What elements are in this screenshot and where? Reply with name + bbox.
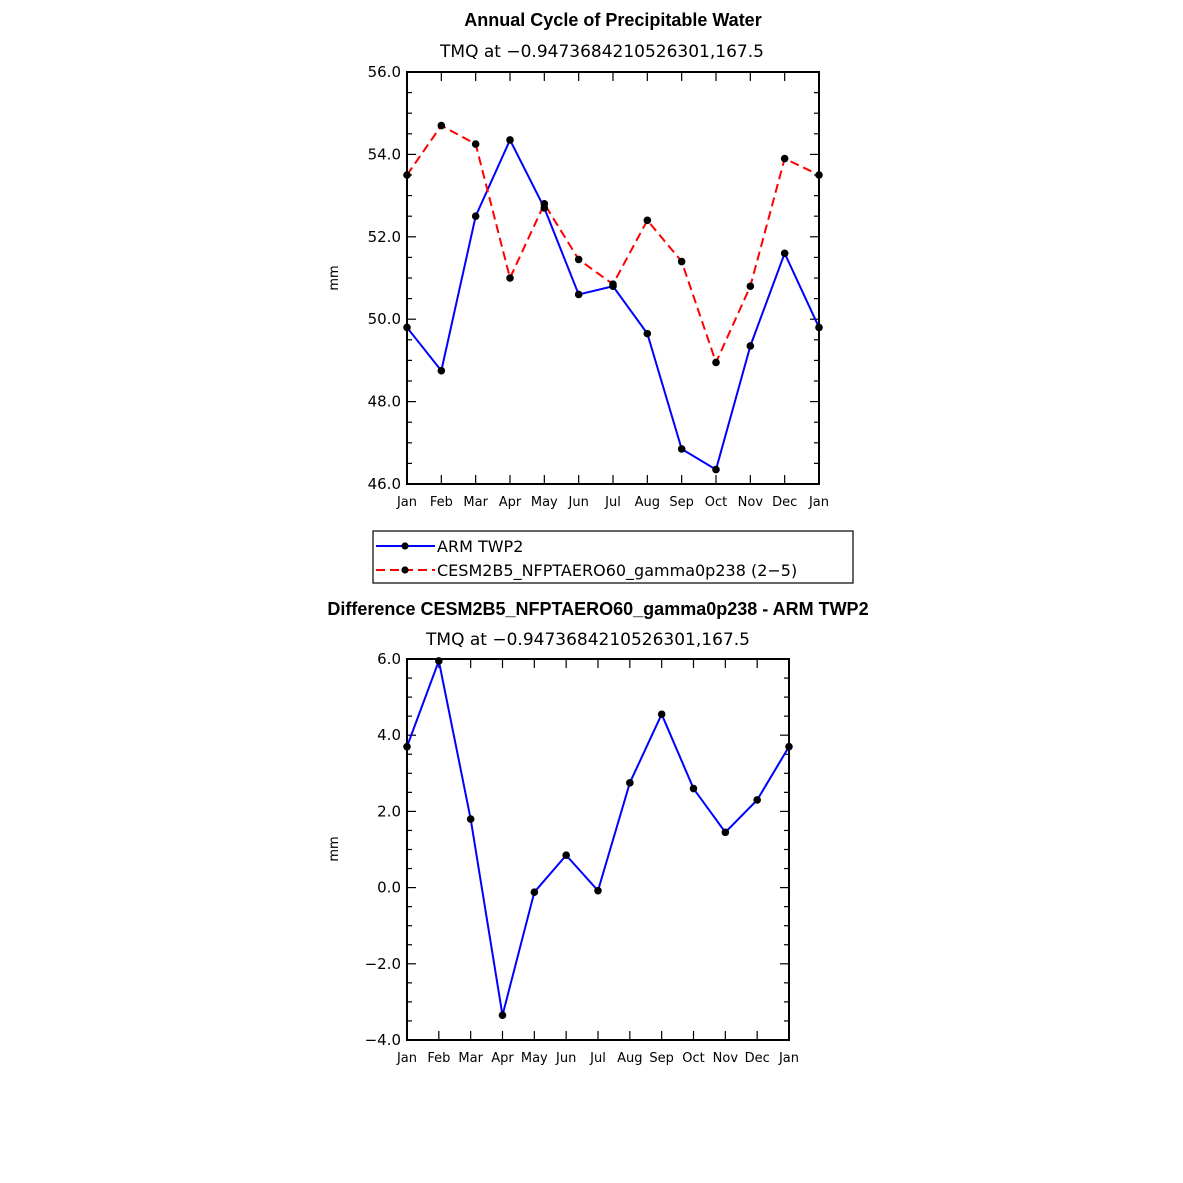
data-point-1-1 (609, 280, 617, 288)
plot-frame (406, 658, 790, 1041)
y-tick-label: 56.0 (368, 63, 401, 81)
data-point-2-0 (721, 828, 730, 837)
x-tick-label: Mar (463, 495, 488, 510)
chart1-ylabel: mm (327, 265, 342, 290)
data-point-1-0 (677, 445, 686, 453)
legend-item-arm: ARM TWP2 (376, 537, 523, 556)
chart1-title: Annual Cycle of Precipitable Water (464, 10, 761, 30)
legend-item-cesm: CESM2B5_NFPTAERO60_gamma0p238 (2−5) (376, 561, 797, 581)
x-tick-label: Feb (430, 495, 453, 510)
chart1-subtitle: TMQ at −0.9473684210526301,167.5 (439, 42, 764, 62)
data-point-2-0 (753, 796, 761, 804)
chart2-ylabel: mm (327, 836, 342, 861)
y-tick-label: 46.0 (368, 475, 401, 493)
x-tick-label: Apr (491, 1051, 514, 1066)
x-tick-label: Jan (396, 495, 417, 510)
data-point-1-1 (712, 358, 720, 367)
legend: ARM TWP2 CESM2B5_NFPTAERO60_gamma0p238 (… (372, 530, 854, 584)
y-tick-label: 4.0 (377, 726, 401, 744)
data-point-1-0 (746, 342, 755, 350)
data-point-1-0 (780, 249, 789, 258)
legend-marker-arm (401, 542, 409, 550)
x-tick-label: Jul (604, 495, 621, 510)
data-point-1-0 (574, 290, 583, 299)
data-point-2-0 (530, 888, 539, 896)
data-point-1-1 (780, 154, 789, 163)
x-tick-label: May (521, 1051, 548, 1066)
x-tick-label: Jan (778, 1051, 799, 1066)
x-tick-label: Sep (649, 1051, 674, 1066)
data-point-1-1 (643, 216, 652, 225)
data-point-2-0 (594, 886, 602, 895)
y-tick-label: 6.0 (377, 650, 401, 668)
data-point-1-1 (437, 121, 446, 130)
data-point-1-1 (677, 257, 686, 266)
x-tick-label: Feb (427, 1051, 450, 1066)
x-tick-label: Jun (568, 495, 589, 510)
x-tick-label: Jan (808, 495, 829, 510)
legend-label-arm: ARM TWP2 (437, 537, 523, 556)
data-point-1-0 (643, 329, 652, 338)
data-point-1-0 (712, 465, 720, 474)
x-tick-label: Jul (589, 1051, 606, 1066)
data-point-1-0 (403, 323, 411, 332)
y-tick-label: 54.0 (368, 145, 401, 163)
data-point-1-0 (506, 136, 514, 144)
data-point-2-0 (785, 742, 793, 751)
x-tick-label: Mar (458, 1051, 483, 1066)
x-tick-label: Nov (738, 495, 764, 510)
data-point-2-0 (466, 815, 475, 823)
plot-frame (406, 71, 820, 485)
data-point-2-0 (689, 784, 698, 793)
data-point-2-0 (626, 779, 634, 787)
x-tick-label: Nov (713, 1051, 739, 1066)
y-tick-label: −2.0 (365, 955, 401, 973)
data-point-1-0 (815, 323, 823, 332)
series-line-2-0 (406, 657, 790, 1016)
data-point-1-1 (403, 171, 411, 179)
data-point-1-0 (437, 366, 446, 375)
y-tick-label: 2.0 (377, 802, 401, 820)
legend-label-cesm: CESM2B5_NFPTAERO60_gamma0p238 (2−5) (437, 561, 797, 581)
legend-box (372, 530, 854, 584)
x-tick-label: Jun (555, 1051, 576, 1066)
chart2-plot-area: −4.0 −2.0 0.0 2.0 4.0 6.0 Jan Feb Mar Apr May Jun Ju… (365, 650, 799, 1066)
data-point-1-1 (540, 200, 549, 208)
chart2-title: Difference CESM2B5_NFPTAERO60_gamma0p238… (327, 599, 868, 619)
y-tick-label: 48.0 (368, 393, 401, 411)
y-tick-label: 52.0 (368, 228, 401, 246)
x-tick-label: Aug (635, 495, 660, 510)
data-point-2-0 (403, 742, 411, 751)
y-tick-label: −4.0 (365, 1031, 401, 1049)
y-tick-label: 50.0 (368, 310, 401, 328)
x-tick-label: Dec (745, 1051, 770, 1066)
x-tick-label: May (531, 495, 558, 510)
data-point-1-1 (574, 255, 583, 264)
y-tick-label: 0.0 (377, 879, 401, 897)
x-tick-label: Sep (669, 495, 694, 510)
data-point-1-0 (471, 212, 480, 220)
x-tick-label: Oct (705, 495, 727, 510)
x-tick-label: Aug (617, 1051, 642, 1066)
data-point-2-0 (562, 851, 570, 860)
data-point-1-1 (746, 282, 755, 291)
legend-marker-cesm (401, 566, 409, 574)
x-tick-label: Jan (396, 1051, 417, 1066)
chart2-subtitle: TMQ at −0.9473684210526301,167.5 (425, 630, 750, 650)
data-point-1-1 (815, 171, 823, 179)
data-point-2-0 (498, 1011, 507, 1020)
series-line-1-0 (406, 137, 820, 472)
x-tick-label: Dec (772, 495, 797, 510)
data-point-1-1 (506, 274, 514, 282)
chart1-plot-area: 46.0 48.0 50.0 52.0 54.0 56.0 Jan Feb Mar Apr May J… (368, 63, 829, 510)
x-tick-label: Oct (682, 1051, 704, 1066)
data-point-2-0 (657, 710, 666, 719)
x-tick-label: Apr (499, 495, 522, 510)
data-point-1-1 (471, 140, 480, 148)
data-point-2-0 (435, 657, 443, 665)
